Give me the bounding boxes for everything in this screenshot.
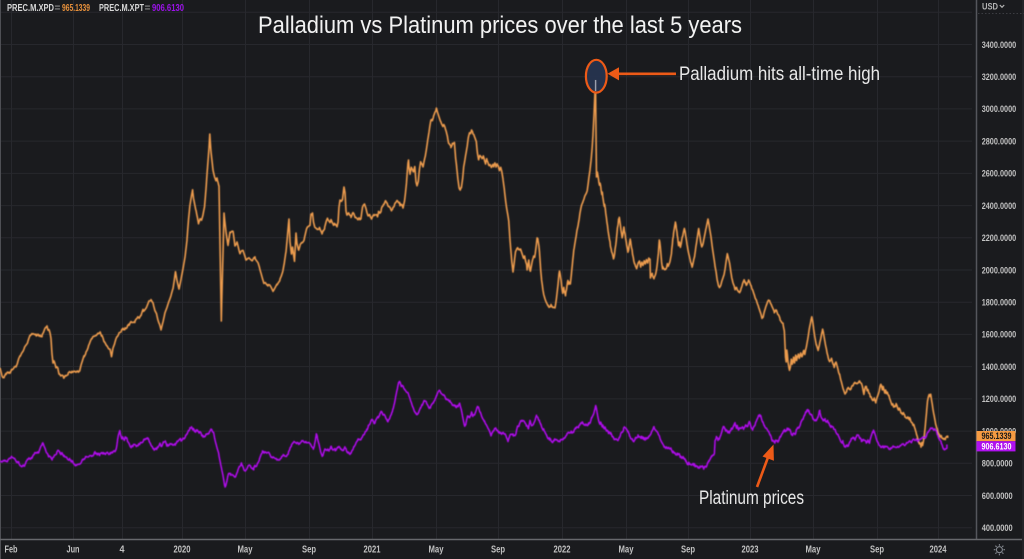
svg-text:2021: 2021 bbox=[364, 545, 381, 556]
svg-text:May: May bbox=[619, 545, 634, 556]
svg-text:3000.0000: 3000.0000 bbox=[982, 104, 1017, 115]
svg-text:Feb: Feb bbox=[5, 545, 18, 556]
svg-text:1600.0000: 1600.0000 bbox=[982, 330, 1017, 341]
svg-text:2200.0000: 2200.0000 bbox=[982, 233, 1017, 244]
svg-text:2400.0000: 2400.0000 bbox=[982, 201, 1017, 212]
svg-text:=: = bbox=[145, 3, 151, 14]
svg-text:Platinum prices: Platinum prices bbox=[699, 488, 804, 509]
svg-text:1200.0000: 1200.0000 bbox=[982, 394, 1017, 405]
svg-text:600.0000: 600.0000 bbox=[982, 491, 1013, 502]
svg-text:May: May bbox=[238, 545, 253, 556]
svg-text:Sep: Sep bbox=[681, 545, 695, 556]
svg-text:1800.0000: 1800.0000 bbox=[982, 298, 1017, 309]
svg-text:1400.0000: 1400.0000 bbox=[982, 362, 1017, 373]
svg-text:906.6130: 906.6130 bbox=[982, 441, 1012, 451]
svg-text:Palladium vs Platinum prices o: Palladium vs Platinum prices over the la… bbox=[258, 12, 742, 39]
svg-text:Palladium hits all-time high: Palladium hits all-time high bbox=[679, 64, 880, 85]
svg-text:965.1339: 965.1339 bbox=[62, 3, 90, 14]
svg-text:965.1339: 965.1339 bbox=[982, 431, 1012, 441]
svg-text:2800.0000: 2800.0000 bbox=[982, 136, 1017, 147]
svg-text:USD: USD bbox=[982, 2, 998, 13]
svg-text:3200.0000: 3200.0000 bbox=[982, 72, 1017, 83]
svg-text:PREC.M.XPT: PREC.M.XPT bbox=[99, 3, 144, 14]
svg-text:May: May bbox=[429, 545, 444, 556]
svg-text:906.6130: 906.6130 bbox=[152, 3, 184, 14]
svg-text:2000.0000: 2000.0000 bbox=[982, 265, 1017, 276]
svg-text:400.0000: 400.0000 bbox=[982, 523, 1013, 534]
svg-text:Jun: Jun bbox=[67, 545, 80, 556]
svg-text:3400.0000: 3400.0000 bbox=[982, 40, 1017, 51]
svg-text:2024: 2024 bbox=[930, 545, 947, 556]
svg-text:800.0000: 800.0000 bbox=[982, 459, 1013, 470]
svg-text:2022: 2022 bbox=[554, 545, 571, 556]
svg-text:Sep: Sep bbox=[491, 545, 505, 556]
svg-text:May: May bbox=[806, 545, 821, 556]
svg-text:Sep: Sep bbox=[870, 545, 884, 556]
svg-text:PREC.M.XPD: PREC.M.XPD bbox=[7, 3, 54, 14]
svg-text:2600.0000: 2600.0000 bbox=[982, 169, 1017, 180]
svg-text:2023: 2023 bbox=[742, 545, 759, 556]
svg-text:2020: 2020 bbox=[174, 545, 191, 556]
svg-text:=: = bbox=[55, 3, 61, 14]
svg-text:4: 4 bbox=[120, 545, 125, 556]
svg-text:Sep: Sep bbox=[302, 545, 316, 556]
